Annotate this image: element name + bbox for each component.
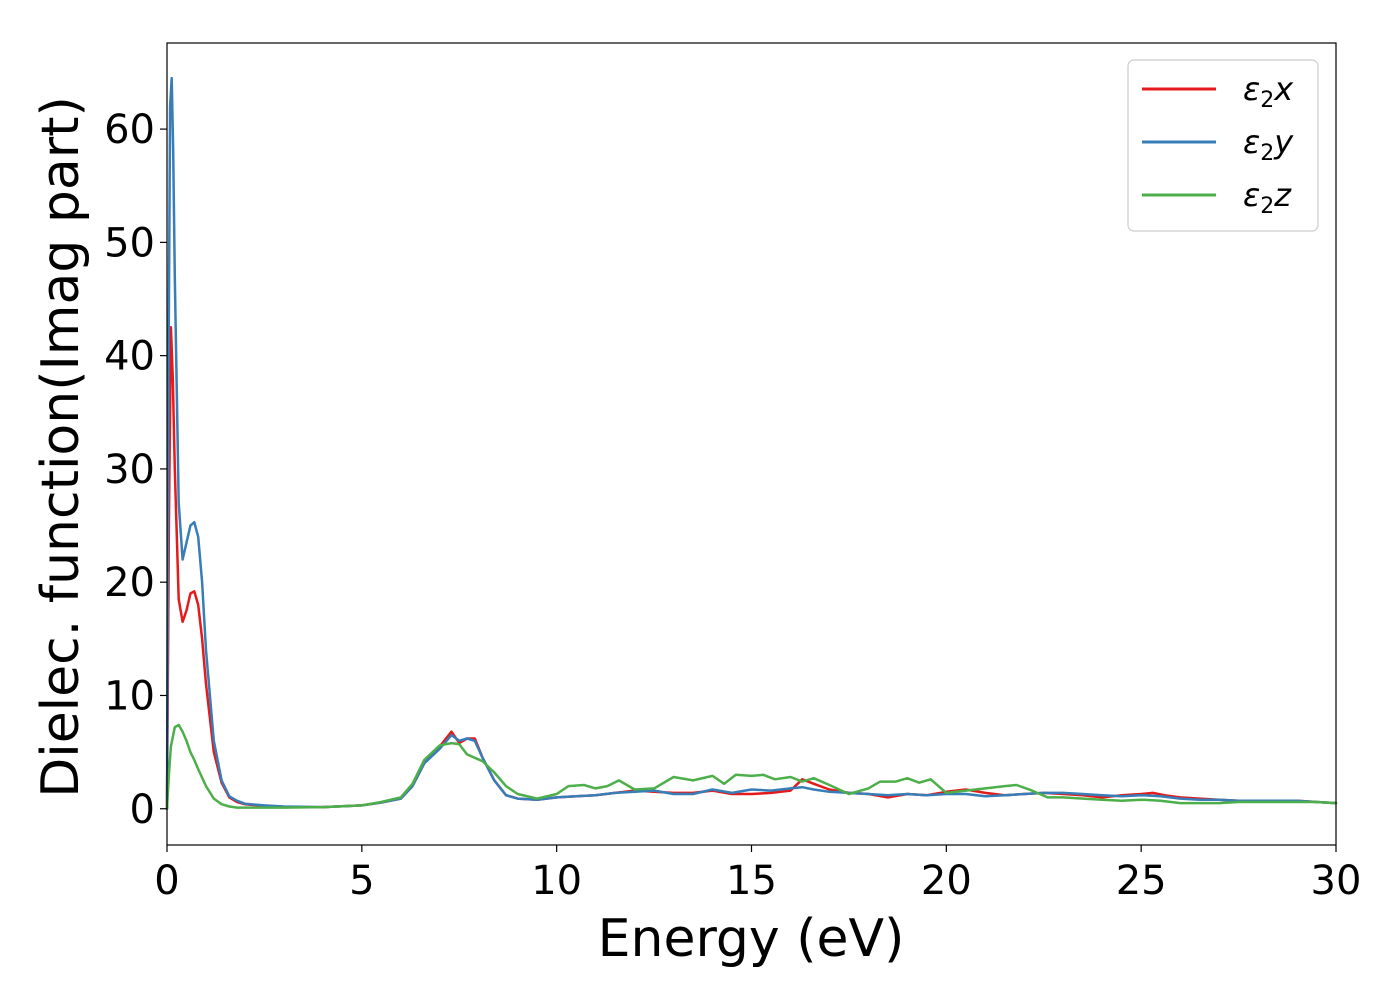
ticks-layer: 0 5 10 15 20 25 30 0 10 20 30 40 50 60 — [104, 107, 1361, 904]
y-tick-label: 30 — [104, 447, 155, 493]
y-tick-label: 50 — [104, 220, 155, 266]
y-tick-label: 10 — [104, 673, 155, 719]
x-tick-label: 15 — [726, 858, 777, 904]
y-tick-label: 20 — [104, 560, 155, 606]
x-tick-label: 10 — [531, 858, 582, 904]
y-axis-label: Dielec. function(Imag part) — [31, 96, 91, 798]
legend-label-y: ε2y — [1243, 123, 1294, 166]
legend-label-z: ε2z — [1243, 176, 1292, 219]
legend-box — [1127, 59, 1319, 232]
y-tick-label: 0 — [130, 787, 155, 833]
x-tick-label: 0 — [154, 858, 179, 904]
series-line-z — [165, 723, 1338, 811]
series-line-y — [165, 76, 1338, 811]
x-tick-label: 20 — [921, 858, 972, 904]
legend-label-x: ε2x — [1243, 70, 1294, 113]
x-tick-label: 25 — [1116, 858, 1167, 904]
y-tick-label: 60 — [104, 107, 155, 153]
x-tick-label: 5 — [349, 858, 374, 904]
series-layer — [165, 76, 1338, 811]
y-tick-label: 40 — [104, 334, 155, 380]
x-tick-label: 30 — [1311, 858, 1362, 904]
x-axis-label: Energy (eV) — [598, 909, 905, 969]
legend: ε2x ε2y ε2z — [1127, 59, 1319, 232]
